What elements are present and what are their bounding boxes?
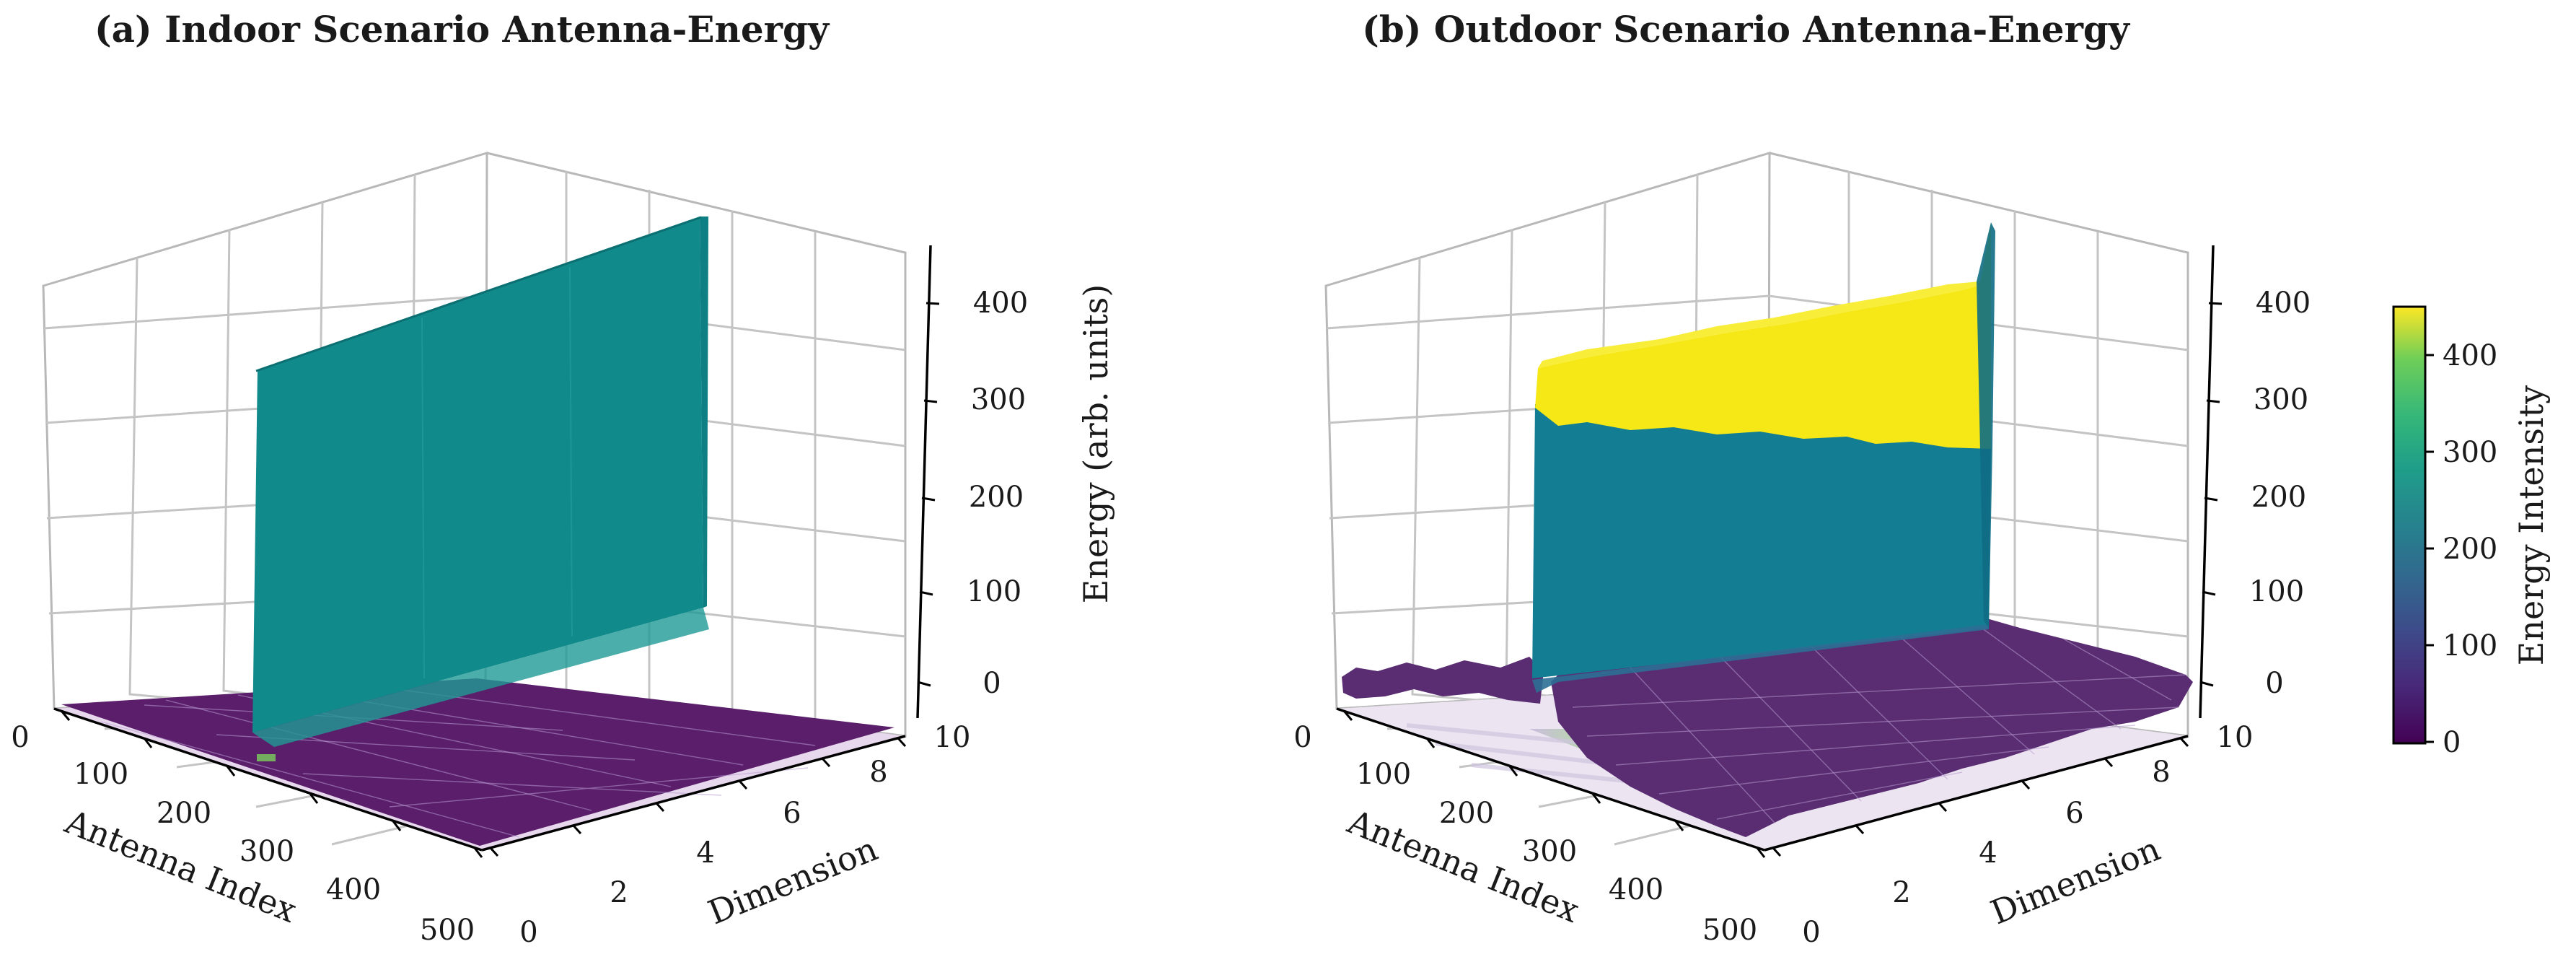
y-axis-label-outdoor: Dimension — [1985, 829, 2166, 932]
colorbar-tick-label: 100 — [2443, 629, 2497, 663]
x-tick-label: 0 — [11, 721, 29, 754]
colorbar-label: Energy Intensity — [2512, 385, 2551, 665]
y-axis-label-indoor: Dimension — [703, 829, 883, 932]
outdoor-right-floor — [1551, 606, 2193, 837]
z-ticks-outdoor: 0 100 200 300 400 — [2199, 287, 2311, 700]
y-tick-label: 2 — [1892, 876, 1910, 909]
x-tick-label: 100 — [74, 758, 128, 791]
y-tick-label: 6 — [2065, 797, 2083, 830]
y-tick-label: 0 — [519, 916, 537, 949]
z-tick-label: 100 — [967, 575, 1021, 608]
z-tick-label: 300 — [971, 383, 1026, 416]
axes-indoor — [53, 245, 932, 852]
x-tick-label: 300 — [1522, 835, 1577, 868]
x-tick-label: 400 — [1609, 873, 1663, 906]
y-tick-label: 4 — [1979, 836, 1997, 870]
y-tick-label: 6 — [783, 797, 801, 830]
z-tick-label: 200 — [2251, 481, 2306, 514]
z-tick-label: 300 — [2254, 383, 2308, 416]
ridge-top-outdoor — [1535, 224, 1991, 449]
z-tick-label: 0 — [2265, 667, 2283, 700]
colorbar-tick-label: 300 — [2443, 436, 2497, 469]
colorbar-tick-label: 400 — [2443, 339, 2497, 372]
colorbar-tick-label: 200 — [2443, 533, 2497, 566]
colorbar-gradient — [2392, 305, 2427, 745]
x-tick-label: 300 — [239, 835, 294, 868]
y-tick-label: 8 — [2152, 756, 2170, 789]
x-tick-label: 400 — [326, 873, 381, 906]
x-ticks-outdoor: 0 100 200 300 400 500 — [1293, 710, 1766, 947]
z-tick-label: 400 — [2256, 287, 2311, 320]
y-tick-label: 4 — [696, 836, 714, 870]
y-tick-label: 8 — [869, 756, 887, 789]
axes-outdoor — [1336, 245, 2215, 852]
surface-indoor — [54, 216, 905, 850]
outdoor-mesh — [1572, 624, 2186, 823]
y-tick-label: 10 — [934, 721, 971, 754]
ridge-wall-indoor — [252, 217, 703, 733]
panel-outdoor: (b) Outdoor Scenario Antenna-Energy — [1293, 8, 2551, 949]
z-tick-label: 0 — [983, 667, 1001, 700]
x-tick-label: 200 — [1439, 797, 1494, 830]
chart-title-indoor: (a) Indoor Scenario Antenna-Energy — [94, 8, 830, 51]
x-tick-label: 100 — [1356, 758, 1411, 791]
x-tick-label: 500 — [1702, 914, 1757, 947]
outdoor-left-floor — [1342, 657, 1544, 704]
y-tick-label: 10 — [2217, 721, 2254, 754]
x-tick-label: 500 — [420, 914, 475, 947]
z-axis-label-indoor: Energy (arb. units) — [1076, 284, 1115, 604]
colorbar-tick-label: 0 — [2443, 726, 2461, 759]
x-ticks-indoor: 0 100 200 300 400 500 — [11, 710, 483, 947]
y-tick-label: 2 — [610, 876, 628, 909]
chart-title-outdoor: (b) Outdoor Scenario Antenna-Energy — [1362, 8, 2131, 51]
y-ticks-indoor: 0 2 4 6 8 10 — [489, 721, 971, 949]
z-tick-label: 200 — [969, 481, 1024, 514]
colorbar: 0 100 200 300 400 Energy Intensity — [2392, 305, 2551, 759]
z-ticks-indoor: 0 100 200 300 400 — [917, 287, 1028, 700]
panel-indoor: (a) Indoor Scenario Antenna-Energy — [11, 8, 1115, 949]
ridge-mid-outdoor — [1532, 404, 1991, 678]
surface-outdoor — [1337, 222, 2193, 850]
z-tick-label: 100 — [2249, 575, 2304, 608]
y-tick-label: 0 — [1802, 916, 1820, 949]
y-ticks-outdoor: 0 2 4 6 8 10 — [1772, 721, 2254, 949]
x-tick-label: 0 — [1293, 721, 1311, 754]
z-tick-label: 400 — [973, 287, 1028, 320]
x-tick-label: 200 — [157, 797, 211, 830]
